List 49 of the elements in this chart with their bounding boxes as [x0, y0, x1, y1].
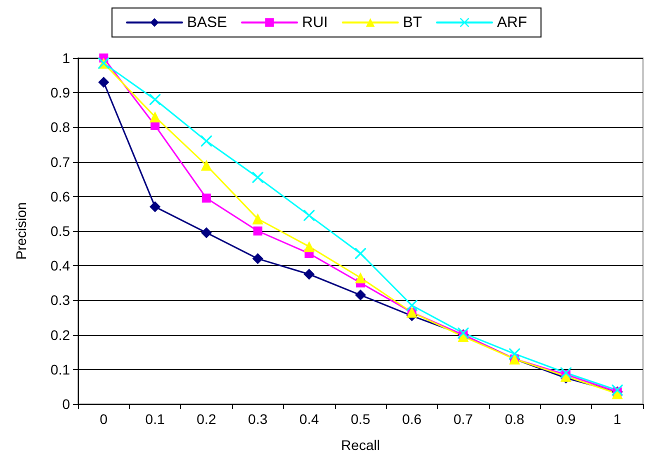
y-tick-label: 0.3	[50, 292, 70, 308]
x-tick-label: 0.7	[453, 411, 474, 427]
x-tick-label: 0.1	[145, 411, 165, 427]
x-tick-label: 0.8	[504, 411, 525, 427]
point	[304, 268, 315, 280]
y-tick-label: 0.1	[50, 361, 70, 378]
point	[252, 253, 264, 264]
y-tick-label: 0.4	[50, 258, 70, 274]
point	[304, 210, 315, 221]
legend-label: BT	[402, 14, 422, 31]
y-tick-label: 0.2	[50, 326, 70, 343]
x-tick-label: 0.4	[299, 411, 320, 427]
y-axis-title: Precision	[13, 202, 29, 260]
y-tick-label: 0.7	[50, 154, 70, 170]
point	[98, 76, 110, 88]
point	[355, 272, 366, 284]
point	[509, 348, 520, 360]
x-tick-label: 0.9	[556, 411, 576, 427]
point	[252, 172, 264, 183]
point	[202, 194, 211, 203]
x-tick-label: 1	[613, 411, 622, 427]
point	[200, 227, 212, 238]
y-tick-label: 0.8	[50, 119, 70, 136]
legend-label: ARF	[497, 14, 528, 31]
point	[252, 213, 264, 224]
point	[560, 367, 572, 378]
legend-label: RUI	[302, 14, 328, 31]
point	[150, 111, 161, 122]
point	[355, 248, 366, 259]
y-tick-label: 0	[62, 396, 70, 412]
point	[150, 201, 161, 212]
x-tick-label: 0.3	[248, 411, 268, 427]
legend-label: BASE	[186, 14, 228, 31]
point	[304, 241, 315, 252]
y-tick-label: 0.6	[50, 188, 70, 204]
y-tick-label: 0.9	[50, 84, 70, 101]
y-tick-label: 0.5	[50, 223, 70, 239]
point	[200, 136, 212, 147]
point	[406, 300, 418, 311]
x-axis-title: Recall	[341, 437, 380, 453]
x-tick-label: 0.2	[196, 411, 216, 427]
point	[200, 160, 212, 171]
point	[355, 290, 366, 301]
x-tick-label: 0.5	[350, 411, 370, 427]
point	[253, 226, 262, 236]
x-tick-label: 0	[100, 411, 108, 427]
y-tick-label: 1	[62, 50, 70, 66]
point	[150, 94, 161, 106]
x-tick-label: 0.6	[402, 411, 422, 427]
